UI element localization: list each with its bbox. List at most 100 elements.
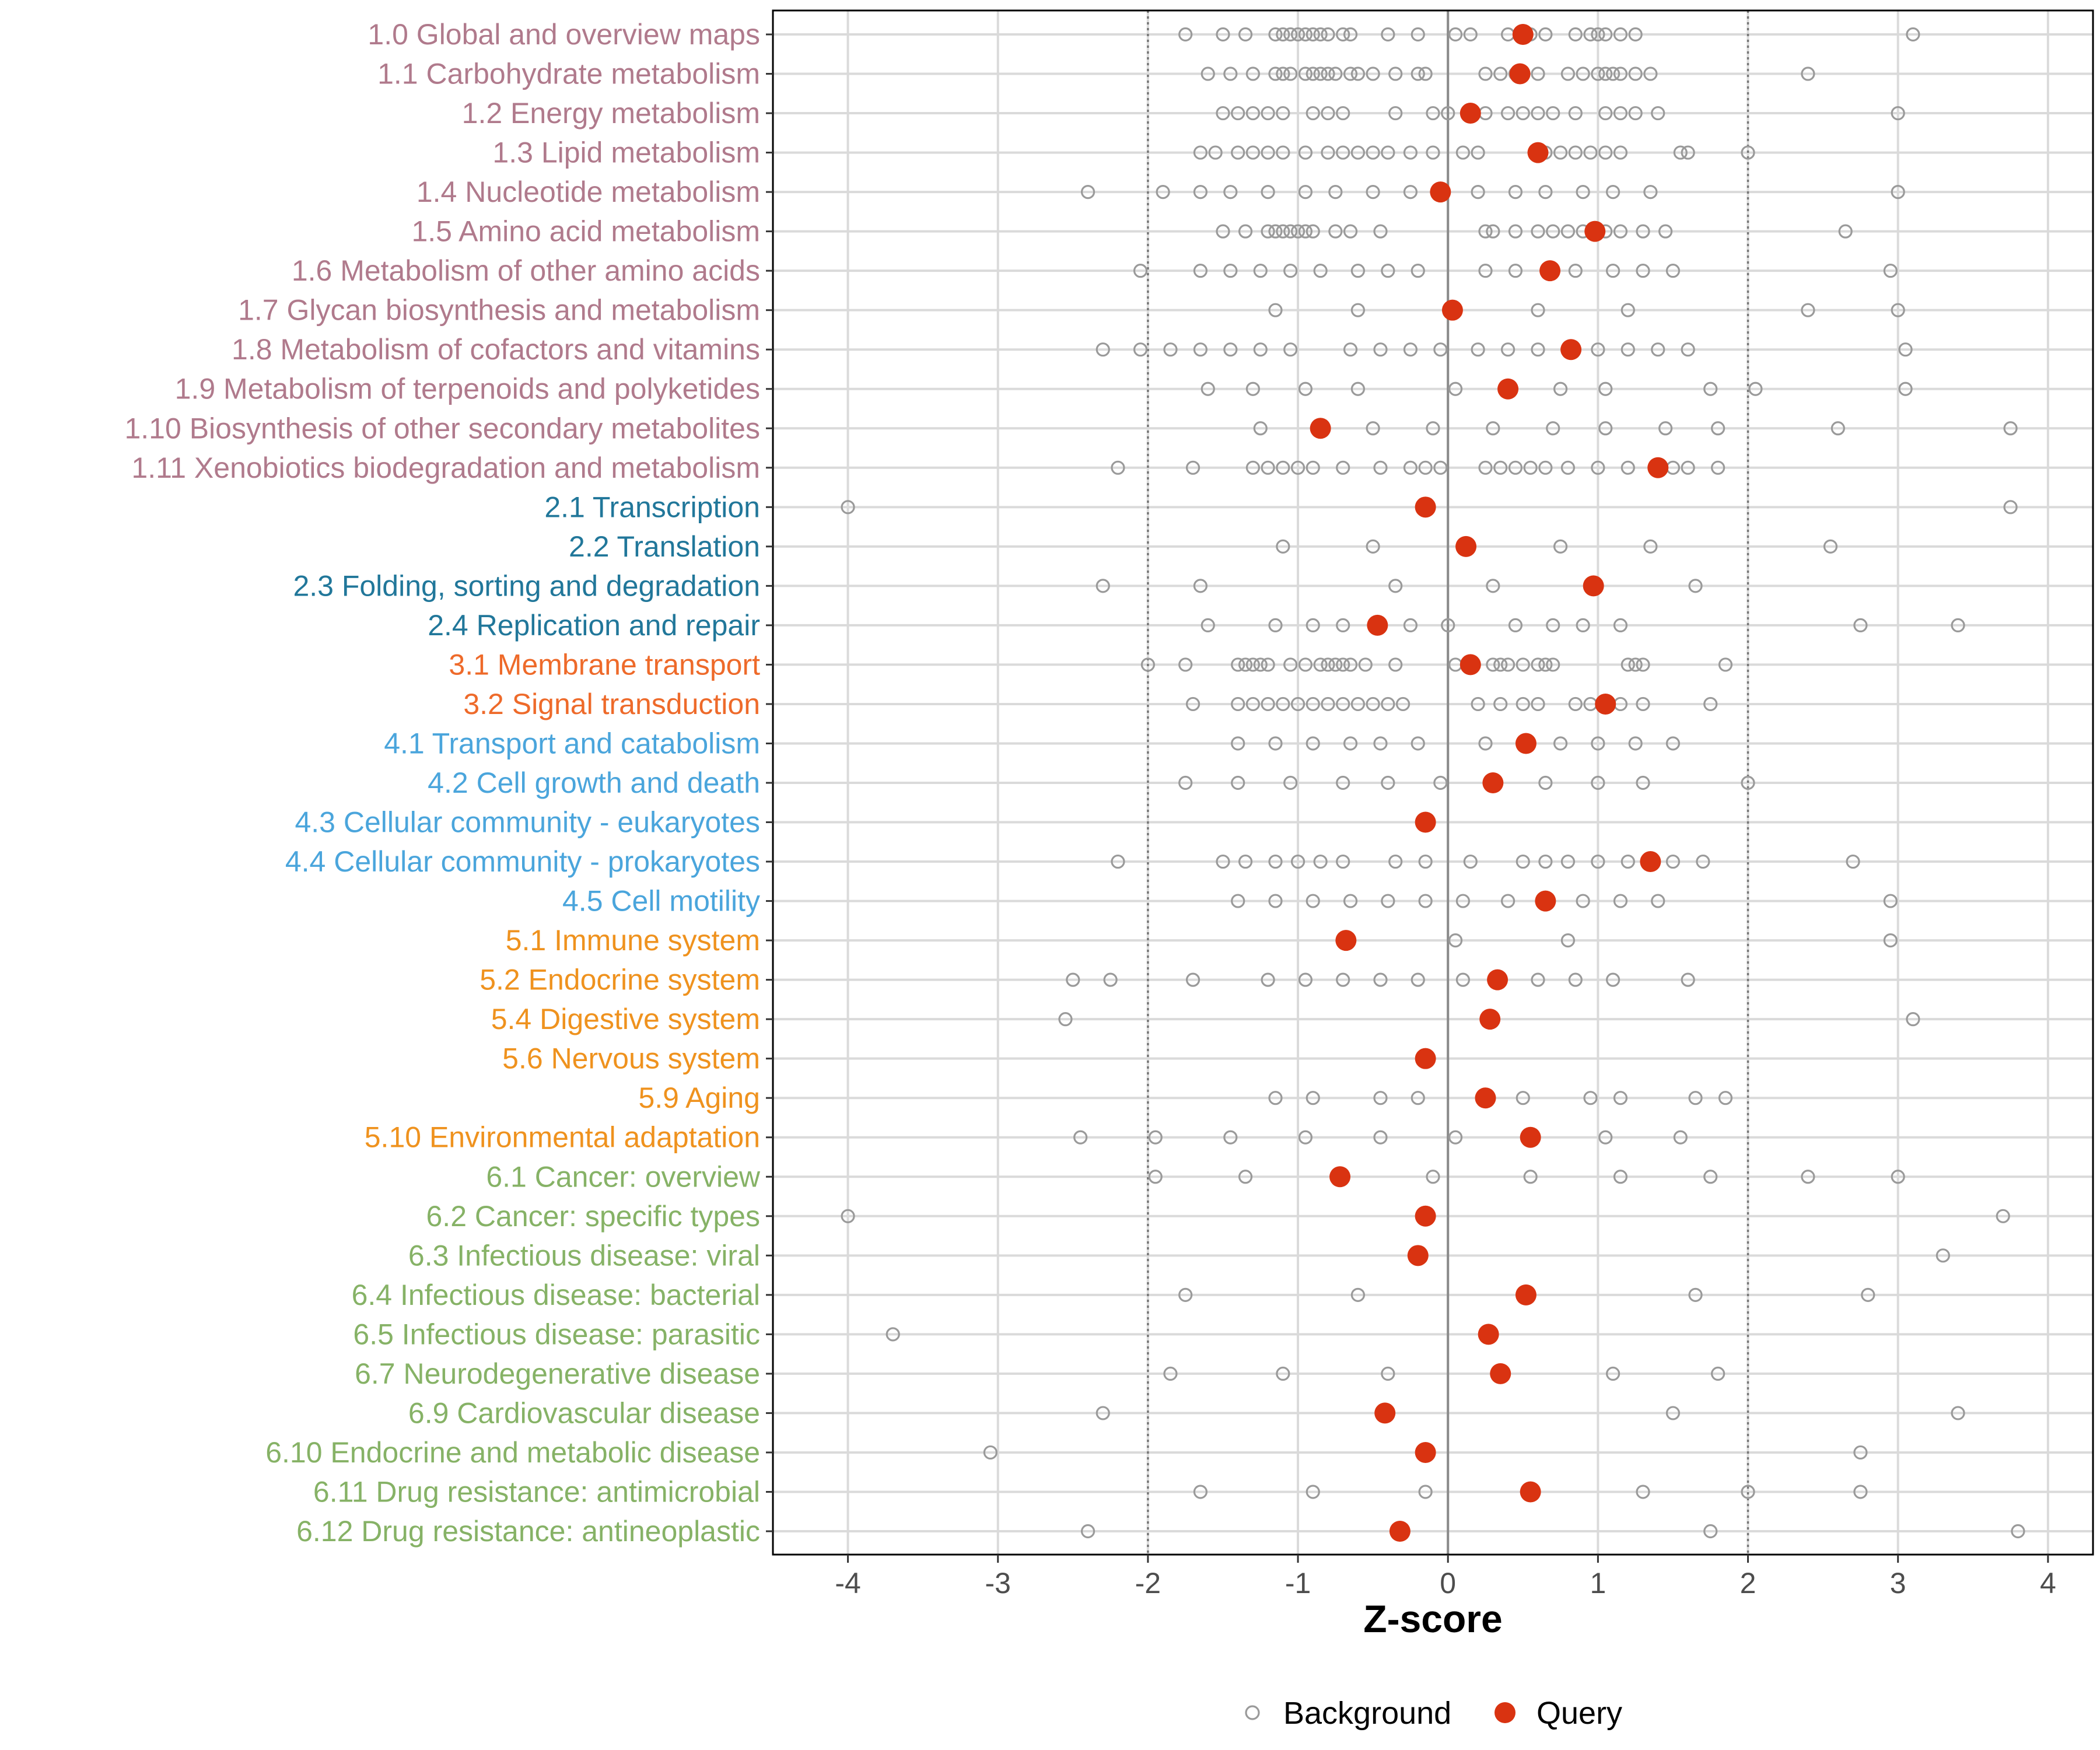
background-point xyxy=(1568,696,1583,712)
background-point xyxy=(1373,1091,1388,1105)
background-point xyxy=(1748,382,1763,396)
background-point xyxy=(1403,185,1418,200)
background-point xyxy=(1568,106,1583,121)
background-point xyxy=(1373,736,1388,751)
background-point xyxy=(1306,696,1320,712)
background-point xyxy=(1478,460,1493,475)
background-point xyxy=(1426,1170,1440,1184)
background-point xyxy=(1148,1170,1163,1184)
category-label: 5.4 Digestive system xyxy=(491,1003,760,1035)
background-point xyxy=(1216,106,1230,121)
query-point xyxy=(1475,1087,1496,1109)
background-point xyxy=(1538,460,1553,475)
background-point xyxy=(1313,657,1328,672)
background-point xyxy=(1665,264,1681,278)
query-point xyxy=(1595,693,1616,715)
background-point xyxy=(1613,106,1628,121)
category-label: 2.1 Transcription xyxy=(544,491,760,523)
query-points xyxy=(1310,24,1669,1542)
background-point xyxy=(1336,775,1350,790)
background-point xyxy=(1531,303,1545,317)
background-point xyxy=(1231,106,1245,121)
background-point xyxy=(1343,342,1358,357)
background-point xyxy=(2003,500,2018,514)
background-point xyxy=(1801,1170,1815,1184)
background-point xyxy=(1500,106,1516,121)
category-label: 6.1 Cancer: overview xyxy=(486,1160,761,1193)
background-point xyxy=(1546,421,1560,436)
background-point xyxy=(1741,145,1755,160)
background-point xyxy=(1688,1287,1703,1302)
background-point xyxy=(1313,264,1328,278)
background-point xyxy=(1665,854,1681,869)
background-point xyxy=(1568,145,1583,160)
background-point xyxy=(1455,972,1471,987)
background-point xyxy=(1163,342,1178,357)
background-point xyxy=(1703,1524,1718,1539)
background-point xyxy=(1576,66,1590,81)
query-point xyxy=(1389,1521,1410,1542)
background-point xyxy=(1853,1485,1868,1499)
background-point xyxy=(1185,696,1200,712)
background-point xyxy=(1636,775,1650,790)
background-point xyxy=(1193,145,1208,160)
background-point xyxy=(1703,1170,1718,1184)
background-point xyxy=(1245,145,1261,160)
background-point xyxy=(1381,775,1395,790)
background-point xyxy=(1133,342,1148,357)
background-point xyxy=(1531,342,1545,357)
background-point xyxy=(1576,185,1590,200)
background-point xyxy=(1568,27,1583,42)
background-point xyxy=(1283,264,1298,278)
background-point xyxy=(1343,66,1358,81)
background-point xyxy=(1178,657,1193,672)
background-point xyxy=(1553,539,1568,554)
background-point xyxy=(1883,264,1898,278)
background-point xyxy=(1306,1485,1320,1499)
background-point xyxy=(1298,972,1313,987)
background-point xyxy=(1343,27,1358,42)
background-point xyxy=(1508,460,1523,475)
background-point xyxy=(1268,224,1283,239)
background-point xyxy=(1591,736,1605,751)
background-point xyxy=(1696,854,1710,869)
background-point xyxy=(1448,27,1463,42)
background-point xyxy=(1486,224,1500,239)
background-point xyxy=(1688,1091,1703,1105)
legend: Background Query xyxy=(1245,1696,1622,1731)
category-label: 6.12 Drug resistance: antineoplastic xyxy=(296,1515,760,1548)
background-point xyxy=(1478,736,1493,751)
background-point xyxy=(1853,618,1868,632)
background-point xyxy=(1283,657,1298,672)
query-point xyxy=(1640,851,1661,873)
background-point xyxy=(1388,579,1403,593)
background-point xyxy=(1261,224,1275,239)
background-point xyxy=(1643,539,1658,554)
x-tick-label: -1 xyxy=(1285,1567,1311,1600)
category-label: 6.3 Infectious disease: viral xyxy=(408,1239,760,1272)
query-point xyxy=(1527,142,1549,163)
background-point xyxy=(1538,657,1553,672)
background-point xyxy=(1388,106,1403,121)
background-point xyxy=(1185,972,1200,987)
query-point xyxy=(1441,299,1463,321)
background-point xyxy=(1486,657,1500,672)
background-point xyxy=(1583,27,1598,42)
background-point xyxy=(1598,27,1613,42)
background-point xyxy=(1373,460,1388,475)
background-point xyxy=(1231,696,1245,712)
background-point xyxy=(1883,894,1898,908)
background-point xyxy=(1620,303,1635,317)
background-point xyxy=(1306,1091,1320,1105)
background-point xyxy=(1343,736,1358,751)
background-point xyxy=(1403,342,1418,357)
background-point xyxy=(1178,1287,1193,1302)
background-point xyxy=(1718,657,1733,672)
background-point xyxy=(1703,696,1718,712)
background-point xyxy=(1628,106,1643,121)
background-point xyxy=(1163,1366,1178,1381)
background-point xyxy=(1711,1366,1726,1381)
background-point xyxy=(1216,27,1230,42)
background-point xyxy=(1591,66,1605,81)
x-tick-label: 0 xyxy=(1440,1567,1456,1600)
